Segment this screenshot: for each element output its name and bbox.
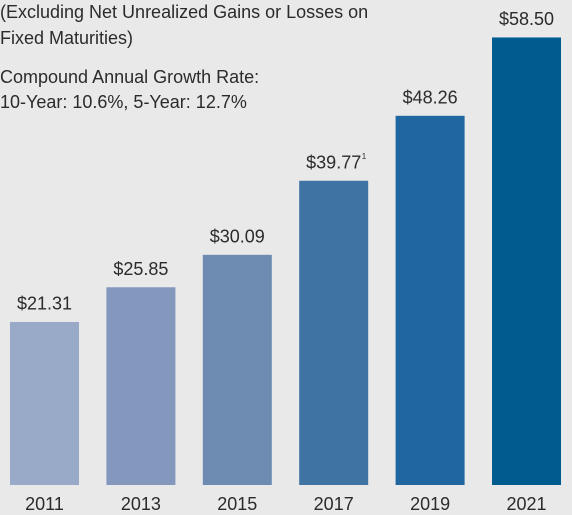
subtitle: Fixed Maturities) (0, 28, 133, 48)
x-tick-label: 2019 (410, 494, 450, 514)
bar (10, 321, 79, 485)
value-label: $48.26 (403, 88, 458, 108)
subtitle: Compound Annual Growth Rate: (0, 67, 259, 87)
value-label: $25.85 (113, 259, 168, 279)
x-tick-label: 2013 (121, 494, 161, 514)
bar (299, 180, 369, 485)
bar (492, 37, 561, 485)
bar (202, 254, 272, 485)
x-tick-label: 2021 (506, 494, 546, 514)
value-label: $30.09 (210, 227, 265, 247)
subtitle: (Excluding Net Unrealized Gains or Losse… (0, 2, 368, 22)
subtitle: 10-Year: 10.6%, 5-Year: 12.7% (0, 92, 247, 112)
value-label: $39.77 (306, 153, 361, 173)
bar (395, 115, 465, 485)
value-label: $58.50 (499, 9, 554, 29)
x-tick-label: 2015 (217, 494, 257, 514)
x-tick-label: 2011 (25, 494, 64, 514)
bar (106, 287, 176, 485)
x-tick-label: 2017 (314, 494, 354, 514)
value-label: $21.31 (17, 294, 72, 314)
footnote-mark: 1 (362, 152, 367, 161)
